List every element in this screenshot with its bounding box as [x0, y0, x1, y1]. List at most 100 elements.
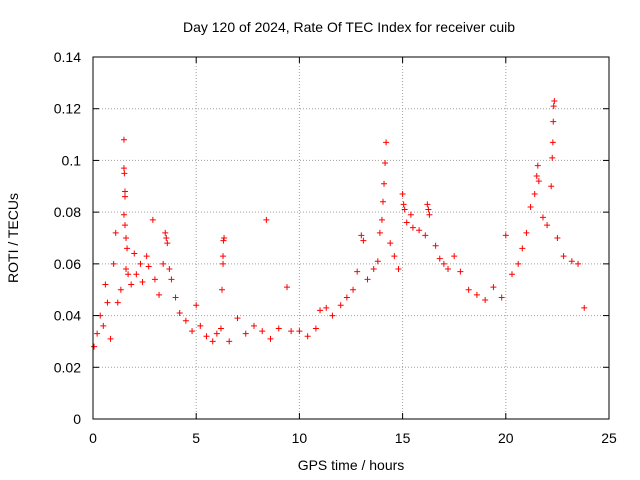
data-point [288, 328, 295, 335]
data-point [166, 266, 173, 273]
data-point [123, 266, 130, 273]
data-point [519, 245, 526, 252]
data-point [482, 297, 489, 304]
data-point [575, 260, 582, 267]
data-point [91, 343, 98, 350]
data-point [539, 214, 546, 221]
data-point [137, 260, 144, 267]
data-point [193, 302, 200, 309]
data-point [440, 260, 447, 267]
data-point [490, 284, 497, 291]
data-point [117, 286, 124, 293]
data-point [422, 232, 429, 239]
y-tick-label: 0.04 [54, 308, 81, 324]
data-point [160, 260, 167, 267]
data-point [209, 338, 216, 345]
data-point [508, 271, 515, 278]
data-point [139, 278, 146, 285]
data-point [120, 211, 127, 218]
data-point [275, 325, 282, 332]
data-point [409, 224, 416, 231]
data-point [534, 162, 541, 169]
data-point [219, 286, 225, 293]
data-point [426, 211, 433, 218]
y-axis-label: ROTI / TECUs [5, 193, 21, 283]
data-point [197, 322, 204, 329]
data-point [425, 206, 432, 213]
data-point [131, 250, 138, 257]
data-point [445, 266, 452, 273]
data-point [544, 222, 551, 229]
data-point [120, 136, 127, 143]
data-point [391, 253, 398, 260]
data-point [121, 193, 128, 200]
x-tick-label: 5 [192, 430, 200, 446]
data-point [401, 206, 408, 213]
y-tick-label: 0.1 [62, 152, 82, 168]
data-point [527, 203, 534, 210]
data-point [172, 294, 179, 301]
data-point [364, 276, 371, 283]
data-point [379, 198, 386, 205]
data-point [550, 118, 557, 125]
data-point [399, 191, 406, 198]
data-point [226, 338, 233, 345]
x-tick-label: 25 [601, 430, 617, 446]
chart-title: Day 120 of 2024, Rate Of TEC Index for r… [183, 19, 515, 35]
data-point [383, 139, 390, 146]
data-point [457, 268, 464, 275]
data-points [91, 97, 588, 350]
data-point [259, 328, 266, 335]
data-point [354, 268, 361, 275]
data-point [312, 325, 319, 332]
data-point [145, 263, 152, 270]
data-point [550, 103, 557, 110]
data-point [551, 97, 558, 104]
data-point [100, 322, 107, 329]
data-point [168, 276, 175, 283]
data-point [250, 322, 257, 329]
data-point [568, 258, 575, 265]
data-point [343, 294, 350, 301]
y-tick-label: 0.02 [54, 359, 81, 375]
data-point [104, 299, 111, 306]
x-axis-label: GPS time / hours [298, 457, 405, 473]
data-point [451, 253, 458, 260]
data-point [531, 191, 538, 198]
data-point [151, 276, 158, 283]
data-point [121, 188, 128, 195]
data-point [163, 235, 170, 241]
data-point [102, 281, 109, 288]
data-point [554, 235, 561, 241]
data-point [123, 235, 130, 241]
data-point [124, 245, 131, 252]
data-point [549, 139, 556, 146]
data-point [203, 333, 210, 340]
data-point [94, 330, 101, 337]
data-point [407, 211, 414, 218]
y-tick-label: 0.06 [54, 256, 81, 272]
data-point [400, 201, 407, 208]
data-point [382, 160, 389, 167]
y-tick-label: 0.12 [54, 101, 81, 117]
data-point [304, 333, 311, 340]
data-point [533, 172, 540, 179]
data-point [350, 286, 357, 293]
data-point [535, 178, 542, 185]
data-point [436, 255, 443, 262]
data-point [360, 237, 367, 244]
data-point [498, 294, 505, 301]
data-point [143, 253, 150, 260]
data-point [395, 266, 402, 273]
data-point [515, 260, 522, 267]
plot-frame [92, 56, 610, 420]
data-point [432, 242, 439, 249]
x-tick-label: 10 [292, 430, 308, 446]
data-point [213, 330, 220, 337]
data-point [125, 271, 132, 278]
data-point [176, 309, 183, 316]
data-point [189, 328, 196, 335]
data-point [502, 232, 509, 239]
data-point [378, 216, 385, 223]
